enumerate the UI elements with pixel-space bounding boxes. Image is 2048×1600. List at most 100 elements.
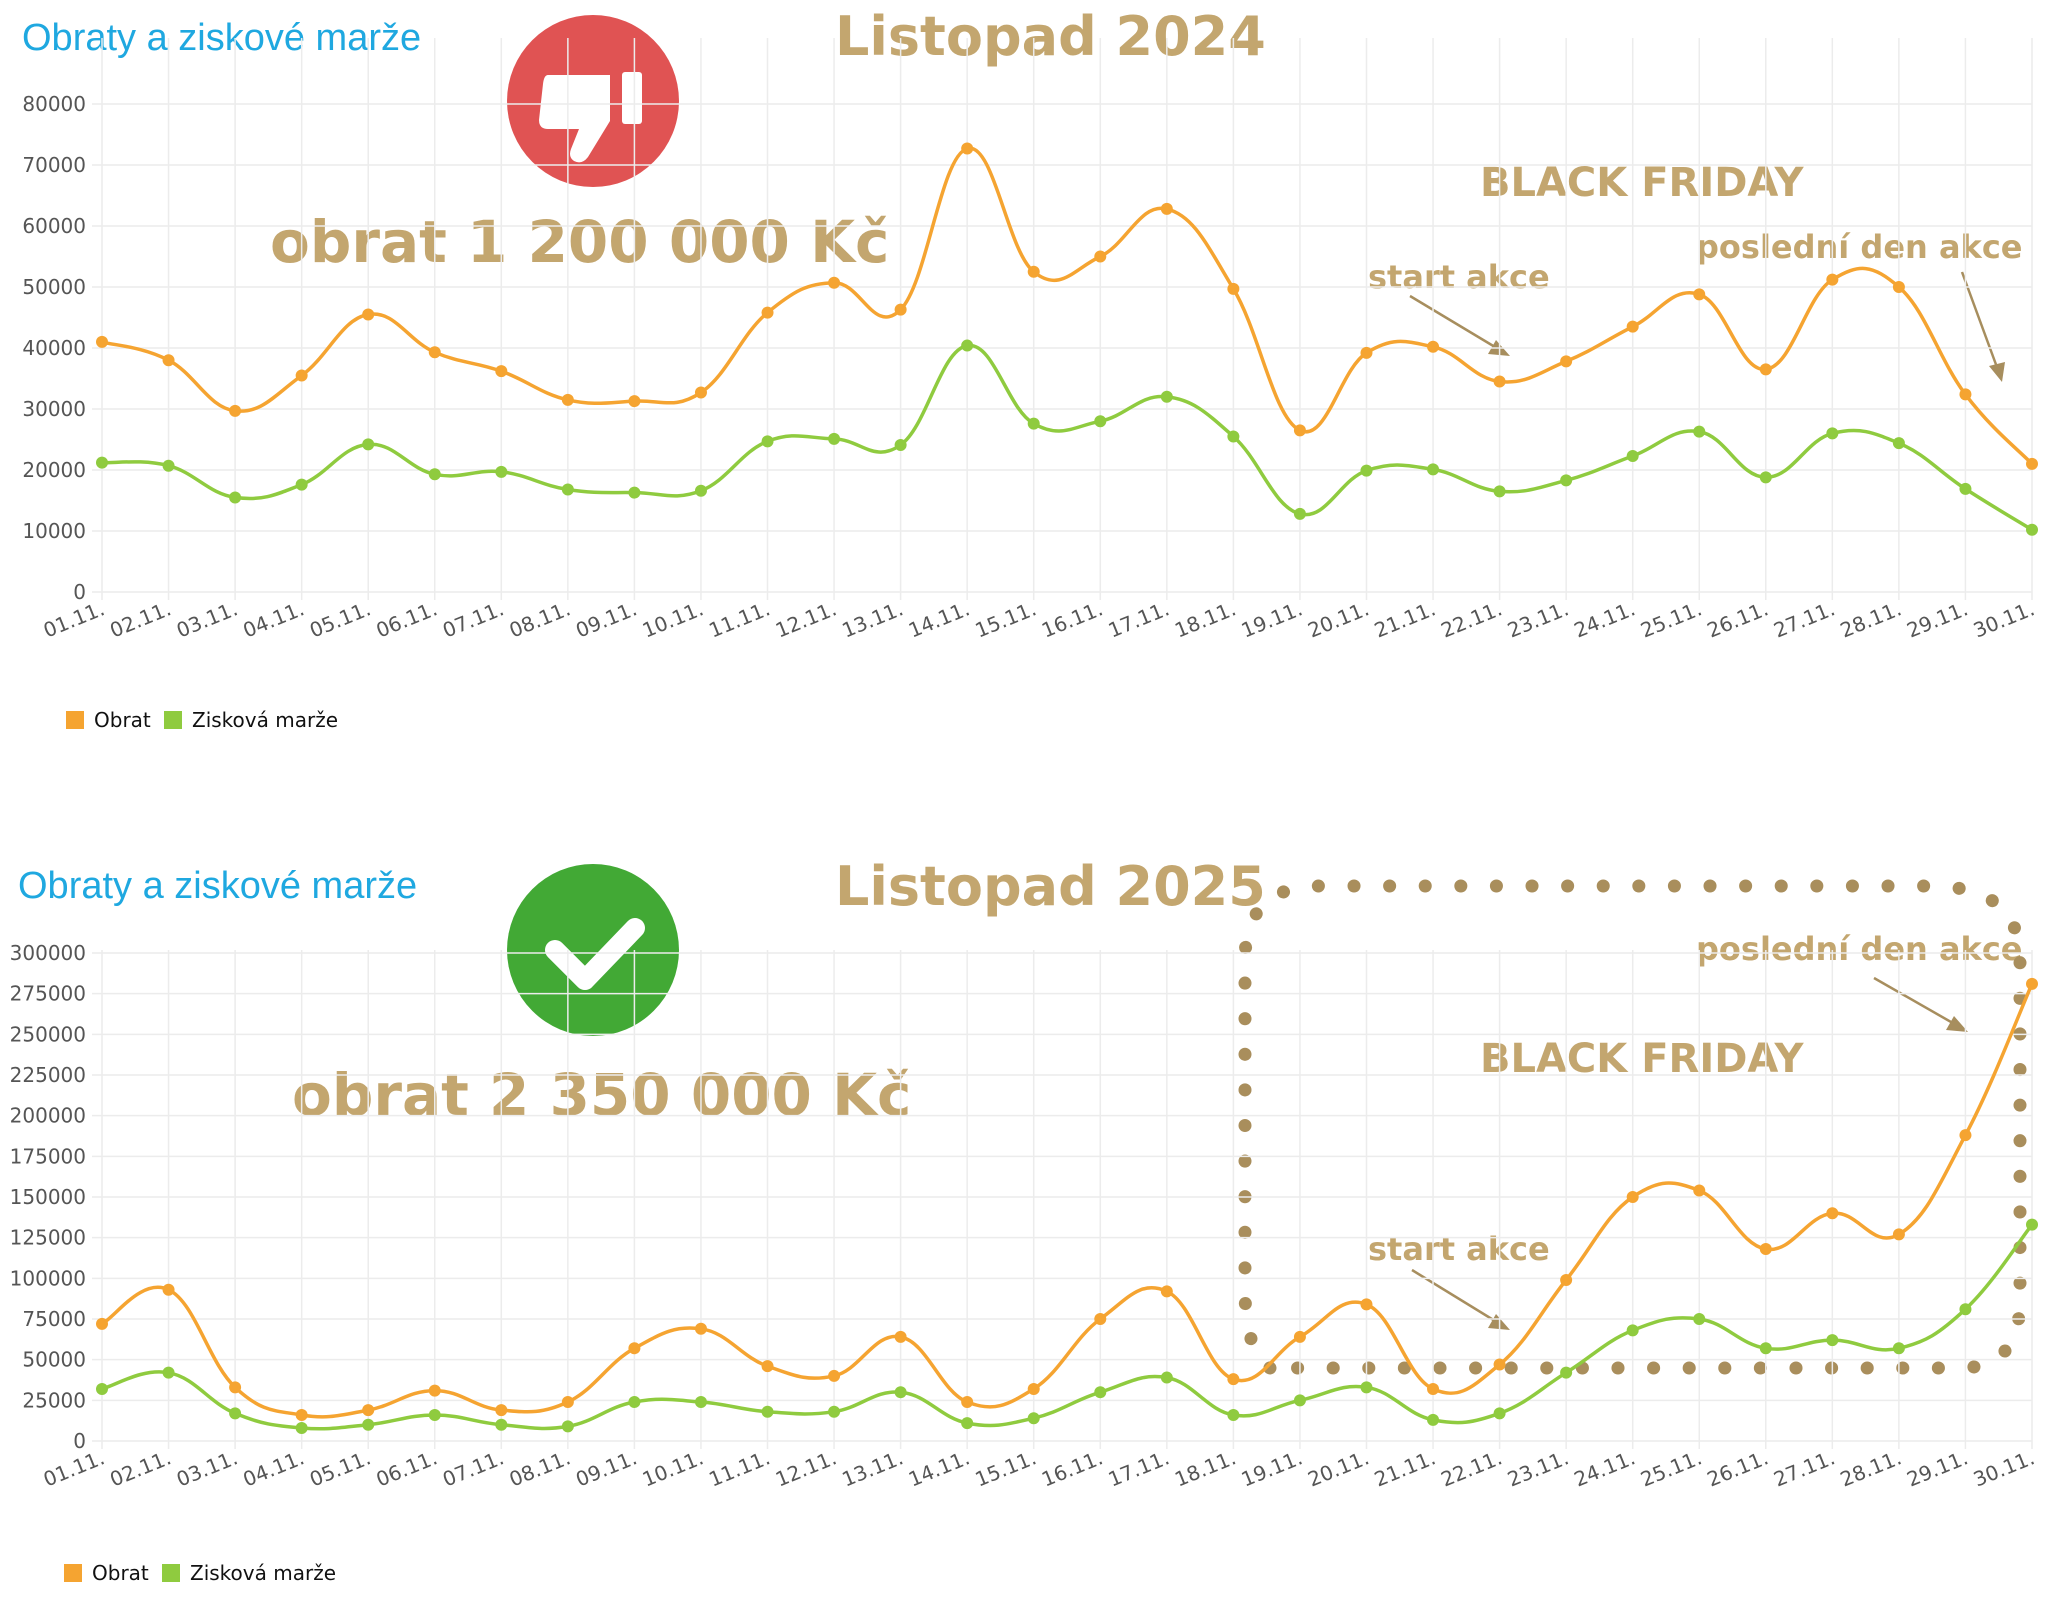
data-point[interactable] xyxy=(1959,1303,1972,1316)
data-point[interactable] xyxy=(96,1317,108,1330)
data-point[interactable] xyxy=(1693,1313,1706,1325)
data-point[interactable] xyxy=(1094,250,1107,263)
data-point[interactable] xyxy=(1493,1407,1506,1420)
data-point[interactable] xyxy=(295,1421,308,1434)
data-point[interactable] xyxy=(628,1342,641,1355)
data-point[interactable] xyxy=(761,1405,774,1418)
data-point[interactable] xyxy=(1227,1408,1240,1421)
data-point[interactable] xyxy=(229,404,242,417)
data-point[interactable] xyxy=(495,365,508,378)
data-point[interactable] xyxy=(1027,265,1040,278)
data-point[interactable] xyxy=(894,1386,907,1399)
data-point[interactable] xyxy=(1227,282,1240,295)
data-point[interactable] xyxy=(961,339,974,352)
data-point[interactable] xyxy=(2026,1218,2038,1231)
data-point[interactable] xyxy=(1759,1243,1772,1256)
data-point[interactable] xyxy=(162,1366,175,1379)
data-point[interactable] xyxy=(1427,463,1440,476)
data-point[interactable] xyxy=(1227,1373,1240,1386)
data-point[interactable] xyxy=(1427,1413,1440,1426)
data-point[interactable] xyxy=(229,1407,242,1420)
data-point[interactable] xyxy=(628,486,641,499)
data-point[interactable] xyxy=(1094,1386,1107,1399)
data-point[interactable] xyxy=(1892,1228,1905,1241)
data-point[interactable] xyxy=(1427,1382,1440,1395)
data-point[interactable] xyxy=(561,393,574,406)
data-point[interactable] xyxy=(828,432,841,445)
data-point[interactable] xyxy=(961,1395,974,1408)
data-point[interactable] xyxy=(961,1417,974,1430)
data-point[interactable] xyxy=(561,483,574,496)
data-point[interactable] xyxy=(1892,1342,1905,1355)
data-point[interactable] xyxy=(761,1360,774,1373)
data-point[interactable] xyxy=(1759,471,1772,484)
data-point[interactable] xyxy=(1493,1358,1506,1371)
data-point[interactable] xyxy=(1959,482,1972,495)
data-point[interactable] xyxy=(561,1420,574,1433)
data-point[interactable] xyxy=(1027,1412,1040,1425)
data-point[interactable] xyxy=(894,303,907,316)
data-point[interactable] xyxy=(162,354,175,367)
data-point[interactable] xyxy=(495,465,508,478)
data-point[interactable] xyxy=(1560,474,1573,487)
data-point[interactable] xyxy=(1759,363,1772,376)
data-point[interactable] xyxy=(1626,1324,1639,1337)
data-point[interactable] xyxy=(1027,1382,1040,1395)
data-point[interactable] xyxy=(1959,1129,1972,1142)
data-point[interactable] xyxy=(761,435,774,448)
data-point[interactable] xyxy=(1892,281,1905,293)
data-point[interactable] xyxy=(694,1395,707,1408)
data-point[interactable] xyxy=(694,484,707,497)
data-point[interactable] xyxy=(295,1408,308,1421)
data-point[interactable] xyxy=(1693,425,1706,438)
data-point[interactable] xyxy=(1293,1394,1306,1407)
data-point[interactable] xyxy=(2026,457,2038,470)
data-point[interactable] xyxy=(96,335,108,348)
data-point[interactable] xyxy=(162,1283,175,1296)
data-point[interactable] xyxy=(1360,346,1373,359)
data-point[interactable] xyxy=(1493,375,1506,388)
data-point[interactable] xyxy=(1626,449,1639,462)
data-point[interactable] xyxy=(1293,507,1306,520)
data-point[interactable] xyxy=(1094,415,1107,428)
data-point[interactable] xyxy=(561,1395,574,1408)
data-point[interactable] xyxy=(428,346,441,359)
data-point[interactable] xyxy=(362,308,375,321)
data-point[interactable] xyxy=(1626,1191,1639,1203)
data-point[interactable] xyxy=(1560,1273,1573,1286)
data-point[interactable] xyxy=(1693,288,1706,301)
data-point[interactable] xyxy=(362,1418,375,1431)
data-point[interactable] xyxy=(828,1405,841,1418)
data-point[interactable] xyxy=(428,468,441,481)
data-point[interactable] xyxy=(894,1330,907,1343)
data-point[interactable] xyxy=(1160,1285,1173,1298)
data-point[interactable] xyxy=(1360,1298,1373,1311)
data-point[interactable] xyxy=(1360,464,1373,477)
data-point[interactable] xyxy=(96,456,108,469)
data-point[interactable] xyxy=(2026,977,2038,990)
data-point[interactable] xyxy=(295,478,308,491)
data-point[interactable] xyxy=(628,1395,641,1408)
data-point[interactable] xyxy=(1826,1207,1839,1220)
data-point[interactable] xyxy=(495,1404,508,1417)
data-point[interactable] xyxy=(428,1384,441,1397)
data-point[interactable] xyxy=(1160,202,1173,215)
data-point[interactable] xyxy=(428,1408,441,1421)
data-point[interactable] xyxy=(961,142,974,155)
data-point[interactable] xyxy=(894,438,907,451)
data-point[interactable] xyxy=(1759,1342,1772,1355)
data-point[interactable] xyxy=(1160,390,1173,403)
data-point[interactable] xyxy=(495,1418,508,1431)
data-point[interactable] xyxy=(828,1369,841,1382)
data-point[interactable] xyxy=(362,1404,375,1417)
data-point[interactable] xyxy=(1027,417,1040,430)
data-point[interactable] xyxy=(229,1381,242,1394)
data-point[interactable] xyxy=(1227,430,1240,443)
data-point[interactable] xyxy=(694,386,707,399)
data-point[interactable] xyxy=(761,306,774,319)
data-point[interactable] xyxy=(1892,437,1905,450)
data-point[interactable] xyxy=(694,1322,707,1335)
data-point[interactable] xyxy=(96,1382,108,1395)
data-point[interactable] xyxy=(628,395,641,408)
data-point[interactable] xyxy=(1693,1184,1706,1197)
